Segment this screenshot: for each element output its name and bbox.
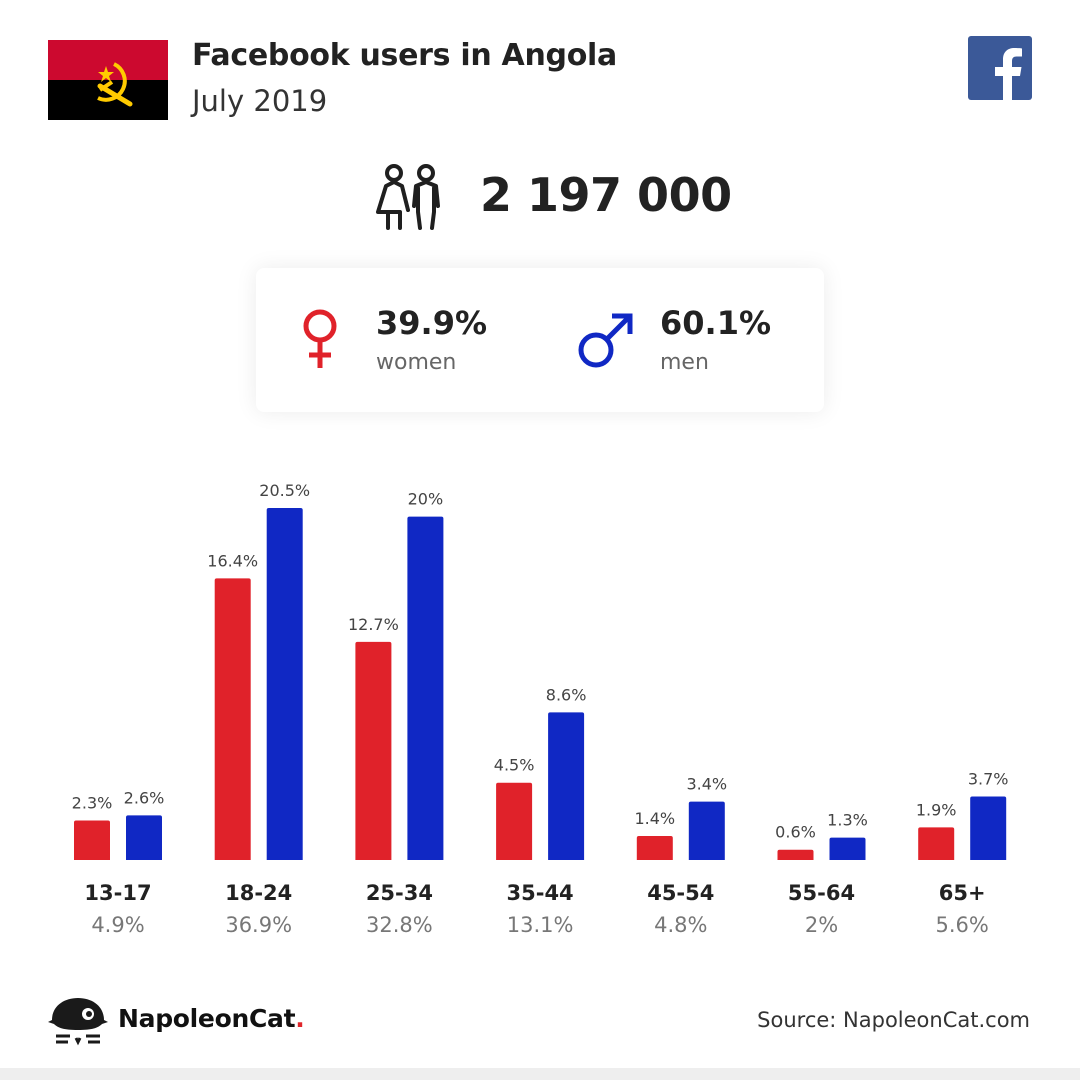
women-label: women (376, 350, 457, 375)
bar-25-34-series-1 (355, 641, 392, 860)
bar-35-44-series-2 (548, 712, 585, 860)
age-category-total: 32.8% (366, 913, 433, 937)
bar-value-label: 3.4% (686, 775, 727, 794)
bar-value-label: 8.6% (546, 685, 587, 704)
brand-name: NapoleonCat. (118, 1004, 305, 1033)
users-icon (376, 164, 440, 230)
brand-dot: . (295, 1004, 305, 1033)
age-category-label: 18-24 (225, 881, 292, 905)
men-label: men (660, 350, 709, 375)
bar-value-label: 1.3% (827, 811, 868, 830)
age-category-label: 55-64 (788, 881, 855, 905)
total-users: 2 197 000 (0, 160, 1080, 240)
age-category-total: 2% (805, 913, 838, 937)
bar-value-label: 4.5% (494, 756, 535, 775)
bar-13-17-series-1 (74, 820, 110, 860)
age-category-total: 36.9% (225, 913, 292, 937)
age-category-label: 13-17 (84, 881, 151, 905)
napoleoncat-logo-icon (48, 998, 108, 1046)
age-category-label: 65+ (939, 881, 986, 905)
bar-value-label: 1.9% (916, 800, 957, 819)
bar-25-34-series-2 (407, 516, 444, 860)
facebook-icon (968, 36, 1032, 100)
source-credit: Source: NapoleonCat.com (757, 1008, 1030, 1032)
age-category-label: 35-44 (507, 881, 574, 905)
brand-text: NapoleonCat (118, 1004, 296, 1033)
age-category-total: 4.8% (654, 913, 707, 937)
bar-value-label: 12.7% (348, 615, 399, 634)
age-category-label: 45-54 (647, 881, 714, 905)
bar-65+-series-1 (918, 827, 955, 860)
bar-value-label: 0.6% (775, 823, 816, 842)
age-category-total: 5.6% (936, 913, 989, 937)
bar-value-label: 20% (408, 490, 444, 509)
bar-value-label: 2.6% (124, 788, 165, 807)
bar-value-label: 16.4% (207, 551, 258, 570)
page-subtitle: July 2019 (192, 84, 328, 118)
bar-45-54-series-2 (688, 801, 725, 860)
bottom-divider (0, 1068, 1080, 1080)
bar-18-24-series-1 (214, 578, 251, 860)
bar-13-17-series-2 (126, 815, 162, 860)
bar-65+-series-2 (970, 796, 1007, 860)
bar-value-label: 3.7% (968, 769, 1009, 788)
bar-45-54-series-1 (636, 835, 673, 860)
bar-55-64-series-1 (777, 849, 814, 860)
bar-value-label: 20.5% (259, 481, 310, 500)
men-percentage: 60.1% (660, 304, 772, 342)
bar-35-44-series-1 (496, 782, 533, 860)
gender-breakdown-card: 39.9% women 60.1% men (256, 268, 824, 412)
bar-value-label: 1.4% (634, 809, 675, 828)
age-category-total: 4.9% (91, 913, 144, 937)
angola-flag-icon (48, 40, 168, 120)
bar-18-24-series-2 (266, 508, 303, 860)
age-category-label: 25-34 (366, 881, 433, 905)
bar-value-label: 2.3% (72, 794, 113, 813)
bar-55-64-series-2 (829, 837, 866, 860)
total-users-value: 2 197 000 (480, 168, 732, 222)
page-title: Facebook users in Angola (192, 38, 617, 73)
age-category-total: 13.1% (507, 913, 574, 937)
women-percentage: 39.9% (376, 304, 488, 342)
female-symbol-icon (303, 309, 337, 368)
age-gender-bar-chart: 2.3% 2.6% 13-17 4.9% 16.4% 20.5% 18-24 36.9% 12.… (72, 481, 1009, 937)
male-symbol-icon (578, 313, 633, 368)
